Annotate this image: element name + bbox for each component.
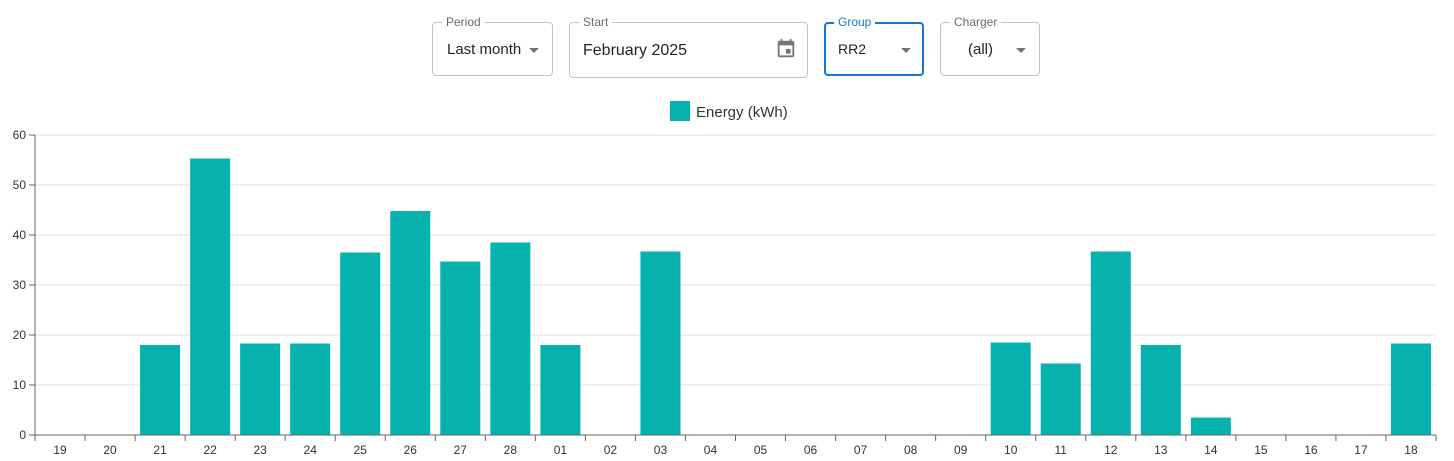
x-tick-label: 02 [604,443,618,457]
charger-label: Charger [950,15,1002,29]
x-tick-label: 09 [954,443,968,457]
x-tick-label: 01 [554,443,568,457]
x-tick-label: 18 [1404,443,1418,457]
start-label: Start [579,15,613,29]
bar[interactable] [490,242,531,436]
y-axis: 0 10 20 30 40 50 60 [13,128,36,442]
bar[interactable] [140,345,181,435]
x-tick-label: 11 [1054,443,1067,457]
legend-label: Energy (kWh) [696,104,788,121]
chevron-down-icon [1016,48,1026,53]
x-tick-label: 07 [854,443,868,457]
y-tick-label: 30 [13,278,27,292]
charger-value: (all) [968,41,993,58]
x-tick-label: 05 [754,443,768,457]
x-tick-label: 16 [1304,443,1318,457]
x-tick-label: 04 [704,443,718,457]
bar[interactable] [1040,363,1081,436]
x-tick-label: 20 [103,443,117,457]
period-select[interactable]: Period Last month [432,15,553,76]
x-tick-label: 27 [454,443,468,457]
x-tick-label: 10 [1004,443,1018,457]
bar[interactable] [290,343,331,436]
bar[interactable] [1140,345,1181,435]
chart-legend[interactable]: Energy (kWh) [670,101,788,121]
y-tick-label: 20 [13,328,27,342]
y-tick-label: 0 [19,428,26,442]
y-tick-label: 40 [13,228,27,242]
bar[interactable] [190,158,231,436]
start-date-field[interactable]: Start February 2025 [569,15,808,78]
calendar-icon[interactable] [775,38,797,60]
x-tick-label: 06 [804,443,818,457]
x-tick-label: 13 [1154,443,1168,457]
x-tick-label: 03 [654,443,668,457]
bar[interactable] [1190,417,1231,436]
group-value: RR2 [838,41,867,57]
x-tick-label: 17 [1354,443,1368,457]
bars [140,158,1431,436]
bar[interactable] [440,261,481,436]
x-tick-label: 21 [153,443,167,457]
bar[interactable] [990,342,1031,436]
start-value: February 2025 [583,42,688,59]
bar[interactable] [540,345,581,435]
bar[interactable] [340,252,381,436]
group-select[interactable]: Group RR2 [824,15,924,76]
charger-select[interactable]: Charger (all) [940,15,1040,76]
energy-bar-chart: 0 10 20 30 40 50 60 19 20 21 22 23 24 25 26 27 28 01 02 03… [13,101,1437,457]
y-tick-label: 60 [13,128,27,142]
bar[interactable] [1390,343,1431,436]
legend-swatch [670,101,690,121]
bar[interactable] [390,211,431,435]
x-tick-label: 26 [404,443,418,457]
x-tick-label: 15 [1254,443,1268,457]
y-tick-label: 10 [13,378,27,392]
group-label: Group [834,15,876,29]
bar[interactable] [240,343,281,436]
x-tick-label: 14 [1204,443,1218,457]
x-tick-label: 24 [304,443,318,457]
x-tick-label: 28 [504,443,518,457]
x-axis: 19 20 21 22 23 24 25 26 27 28 01 02 03 04 05 06 07 08 09 10… [34,434,1437,457]
x-tick-label: 19 [53,443,67,457]
y-tick-label: 50 [13,178,27,192]
chevron-down-icon [901,48,911,53]
x-tick-label: 25 [354,443,368,457]
period-label: Period [442,15,485,29]
period-value: Last month [447,41,522,58]
x-tick-label: 22 [203,443,217,457]
x-tick-label: 12 [1104,443,1118,457]
bar[interactable] [1090,251,1131,436]
x-tick-label: 08 [904,443,918,457]
gridlines [35,134,1436,386]
bar[interactable] [640,251,681,436]
x-tick-label: 23 [253,443,267,457]
chevron-down-icon [529,48,539,53]
